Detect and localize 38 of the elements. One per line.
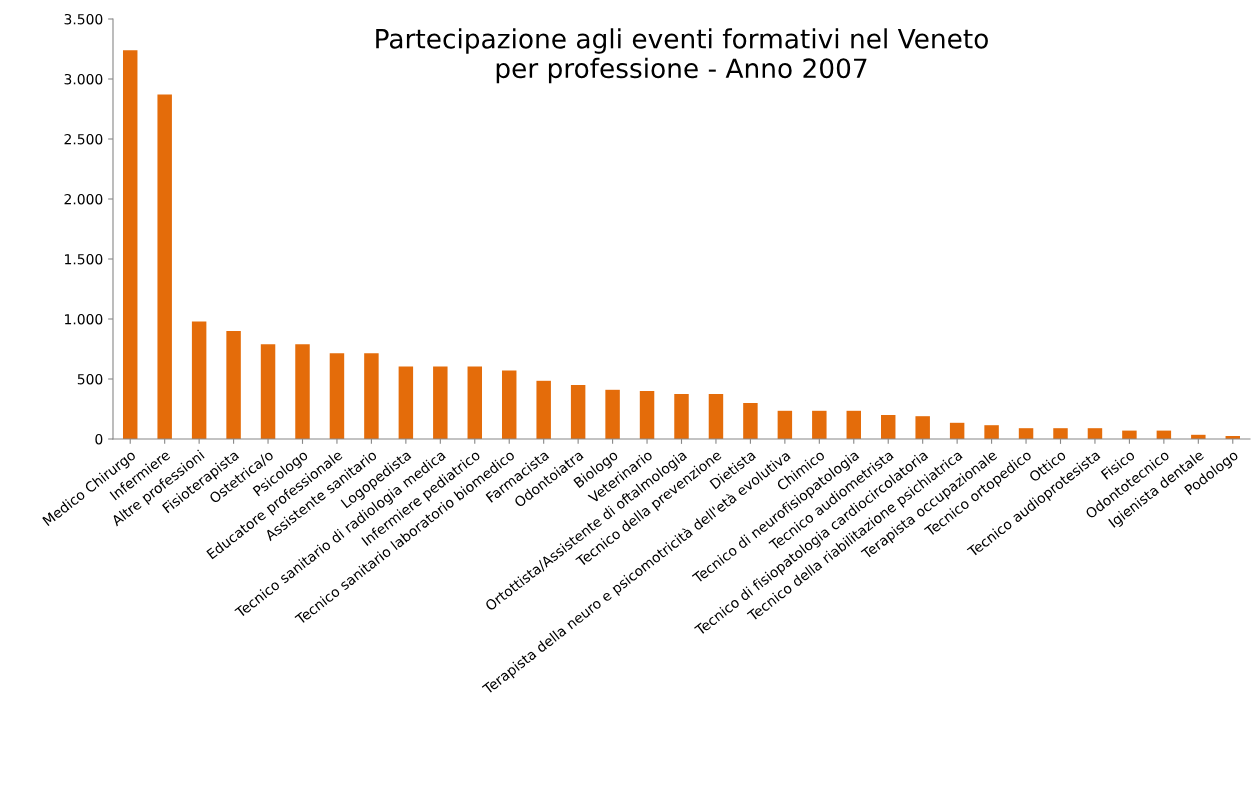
bar xyxy=(708,394,724,439)
bar xyxy=(1087,428,1103,439)
bar xyxy=(674,394,689,439)
bar xyxy=(260,344,276,439)
bar xyxy=(295,344,310,439)
bar xyxy=(122,50,138,439)
bar xyxy=(157,94,172,439)
y-tick-label: 3.500 xyxy=(64,13,103,25)
bar xyxy=(329,353,345,439)
bar xyxy=(226,331,241,439)
y-tick-label: 500 xyxy=(77,373,103,385)
bar xyxy=(605,389,620,439)
y-tick-label: 2.500 xyxy=(64,133,103,145)
y-tick-label: 3.000 xyxy=(64,73,103,85)
bar xyxy=(364,353,379,439)
y-tick-label: 1.000 xyxy=(65,313,103,325)
y-tick-label: 2.000 xyxy=(64,193,103,205)
bar xyxy=(915,416,930,439)
text: Partecipazione agli eventi formativi nel Veneto per professione - Anno 2007 xyxy=(376,28,988,84)
bar xyxy=(570,385,586,439)
bar xyxy=(777,410,793,439)
bar xyxy=(191,321,207,439)
y-tick-label: 1.500 xyxy=(65,253,103,265)
bar xyxy=(949,422,965,439)
bar xyxy=(984,425,999,439)
bar xyxy=(398,366,414,439)
bar xyxy=(812,410,827,439)
bar xyxy=(467,366,483,439)
bar xyxy=(639,391,655,439)
bar xyxy=(536,380,551,439)
y-tick-label: 0 xyxy=(95,433,103,445)
bar xyxy=(1053,428,1068,439)
bar xyxy=(880,415,896,439)
bar xyxy=(433,366,448,439)
bar xyxy=(846,410,862,439)
bar xyxy=(1018,428,1034,439)
bar xyxy=(501,370,517,439)
bar xyxy=(743,403,758,439)
